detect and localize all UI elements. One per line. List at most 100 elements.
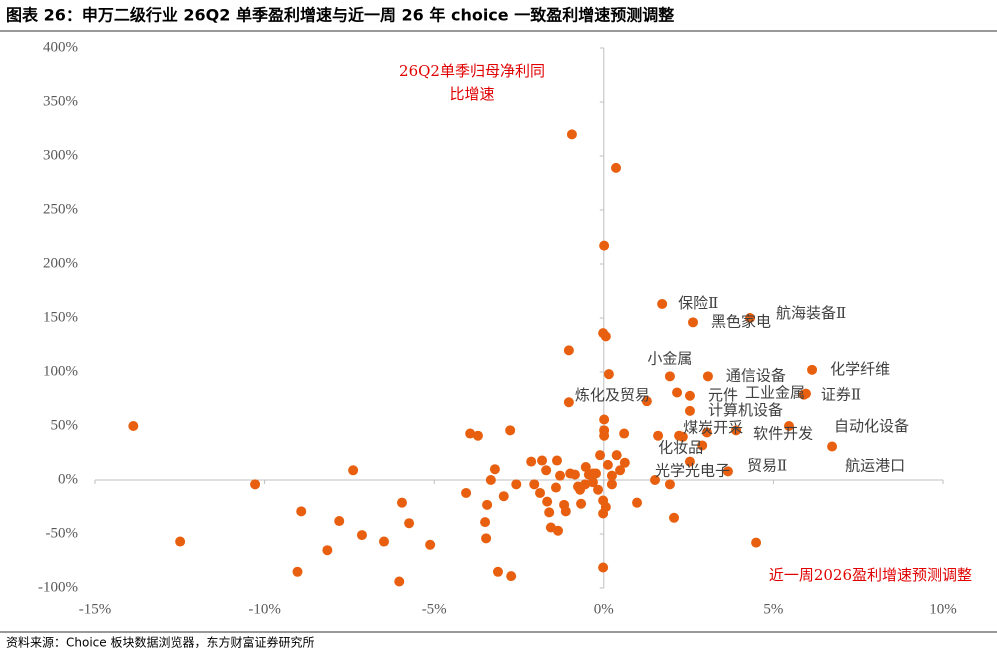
chart-title: 图表 26：申万二级行业 26Q2 单季盈利增速与近一周 26 年 choice… xyxy=(6,6,674,25)
point xyxy=(565,468,576,479)
point xyxy=(606,470,617,481)
point xyxy=(551,455,562,466)
point xyxy=(505,425,516,436)
point xyxy=(619,428,630,439)
point xyxy=(677,431,688,442)
point xyxy=(599,240,610,251)
point xyxy=(576,498,587,509)
point xyxy=(600,502,611,512)
point xyxy=(553,525,564,536)
point xyxy=(563,397,574,408)
point xyxy=(827,441,838,452)
point xyxy=(798,389,809,400)
point xyxy=(322,545,333,556)
x-tick-label: 0% xyxy=(594,601,614,617)
y-axis-title: 26Q2单季归母净利同 xyxy=(399,62,545,80)
point xyxy=(702,371,713,382)
point xyxy=(542,496,553,507)
point-label: 贸易Ⅱ xyxy=(747,456,787,474)
point xyxy=(664,371,675,382)
point xyxy=(482,499,493,510)
point xyxy=(485,475,496,485)
point xyxy=(697,440,708,451)
point-label: 航海装备Ⅱ xyxy=(776,304,846,322)
point-label: 证券Ⅱ xyxy=(821,386,861,404)
y-tick-label: 400% xyxy=(43,39,78,55)
point xyxy=(425,539,436,550)
point xyxy=(541,465,552,476)
y-tick-label: -50% xyxy=(46,525,79,541)
point xyxy=(560,506,571,517)
point xyxy=(600,331,611,342)
point-label: 通信设备 xyxy=(726,366,786,384)
x-tick-label: 10% xyxy=(929,601,957,617)
point-label: 煤炭开采 xyxy=(683,419,743,437)
point xyxy=(701,427,712,438)
point xyxy=(580,479,591,490)
point xyxy=(595,450,606,461)
point-label: 化妆品 xyxy=(658,439,703,457)
point xyxy=(603,369,614,380)
point xyxy=(394,576,405,587)
point xyxy=(641,396,652,407)
point xyxy=(492,566,503,577)
point xyxy=(480,517,491,528)
point xyxy=(526,456,537,467)
point xyxy=(688,317,699,328)
point xyxy=(580,462,591,473)
source-note: 资料来源：Choice 板块数据浏览器，东方财富证券研究所 xyxy=(6,635,314,650)
point xyxy=(672,387,683,398)
point xyxy=(606,479,617,490)
point xyxy=(529,479,540,490)
point xyxy=(511,479,522,490)
y-tick-label: 200% xyxy=(43,255,78,271)
point xyxy=(807,364,818,375)
point xyxy=(481,533,492,544)
point xyxy=(632,497,643,508)
point xyxy=(598,562,609,573)
point xyxy=(334,516,345,527)
point xyxy=(619,457,630,468)
point xyxy=(396,497,407,508)
point xyxy=(653,430,664,441)
point xyxy=(684,405,695,416)
point xyxy=(684,390,695,401)
point xyxy=(489,464,500,475)
y-tick-label: -100% xyxy=(38,579,78,595)
point xyxy=(404,518,415,529)
point xyxy=(498,491,509,502)
point xyxy=(731,425,742,436)
point xyxy=(744,313,755,323)
point-label: 工业金属 xyxy=(745,384,805,402)
point xyxy=(615,465,626,476)
point xyxy=(175,536,186,547)
point xyxy=(722,466,733,477)
point-label: 黑色家电 xyxy=(711,312,771,330)
point xyxy=(684,456,695,467)
y-tick-label: 150% xyxy=(43,309,78,325)
point xyxy=(544,507,555,518)
point xyxy=(657,298,668,309)
point xyxy=(751,537,762,548)
x-tick-label: -15% xyxy=(79,601,112,617)
point xyxy=(461,487,472,498)
x-axis-title: 近一周2026盈利增速预测调整 xyxy=(769,566,972,584)
point xyxy=(550,482,561,493)
y-tick-label: 300% xyxy=(43,147,78,163)
x-tick-label: 5% xyxy=(763,601,783,617)
point xyxy=(356,530,367,541)
point-label: 化学纤维 xyxy=(830,360,890,378)
point-label: 光学光电子 xyxy=(655,462,730,480)
point xyxy=(599,430,610,441)
point xyxy=(587,468,598,479)
point xyxy=(587,477,598,488)
point-label: 小金属 xyxy=(647,349,692,367)
point xyxy=(669,512,680,523)
point xyxy=(465,428,476,439)
point xyxy=(378,536,389,547)
y-tick-label: 250% xyxy=(43,201,78,217)
y-tick-label: 100% xyxy=(43,363,78,379)
point xyxy=(563,345,574,356)
